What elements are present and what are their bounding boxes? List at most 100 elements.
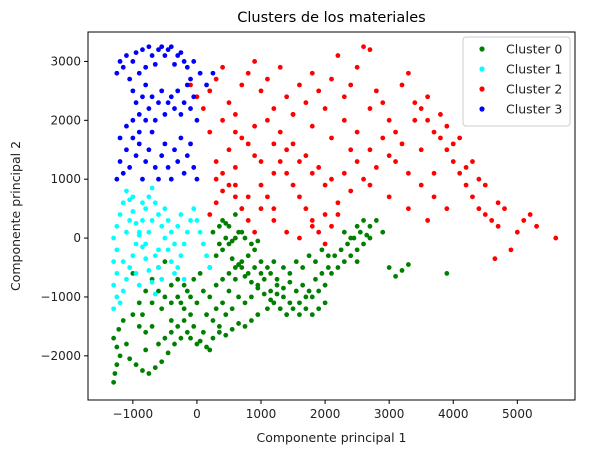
data-point-2-43 <box>463 182 469 188</box>
data-point-1-42 <box>191 206 197 212</box>
data-point-2-23 <box>335 53 341 58</box>
data-point-0-138 <box>357 229 363 235</box>
data-point-3-25 <box>197 70 203 76</box>
data-point-3-62 <box>156 176 161 182</box>
data-point-0-142 <box>226 271 232 276</box>
data-point-0-67 <box>274 291 280 297</box>
legend-marker-2 <box>479 86 485 92</box>
data-point-2-71 <box>297 235 302 241</box>
data-point-2-60 <box>438 112 443 117</box>
data-point-0-40 <box>200 288 206 294</box>
data-point-1-62 <box>156 265 161 270</box>
data-point-2-8 <box>239 82 245 88</box>
data-point-2-40 <box>444 147 450 153</box>
data-point-0-164 <box>181 318 187 323</box>
data-point-0-170 <box>130 312 136 318</box>
data-point-2-147 <box>354 129 360 135</box>
data-point-2-73 <box>271 218 277 223</box>
data-point-2-146 <box>495 200 501 206</box>
data-point-2-128 <box>232 165 238 170</box>
data-point-0-51 <box>213 253 219 259</box>
data-point-2-129 <box>213 176 219 182</box>
data-point-1-29 <box>149 185 155 191</box>
data-point-3-48 <box>194 117 200 123</box>
data-point-1-5 <box>114 247 120 253</box>
data-point-2-3 <box>207 88 213 94</box>
data-point-0-12 <box>146 371 152 376</box>
data-point-2-58 <box>463 165 469 170</box>
data-point-3-2 <box>120 64 126 70</box>
data-point-3-8 <box>140 47 145 53</box>
data-point-0-75 <box>300 265 306 270</box>
data-point-0-143 <box>232 265 238 270</box>
data-point-3-30 <box>136 112 142 117</box>
data-point-0-122 <box>255 282 261 288</box>
data-point-2-76 <box>232 182 238 188</box>
data-point-0-160 <box>156 341 161 347</box>
data-point-2-108 <box>329 176 334 182</box>
data-point-1-25 <box>136 229 142 235</box>
data-point-1-53 <box>127 218 133 223</box>
data-point-1-44 <box>197 229 203 235</box>
data-point-0-112 <box>191 276 197 282</box>
data-point-0-66 <box>268 297 274 303</box>
data-point-3-76 <box>124 123 129 129</box>
data-point-3-4 <box>127 76 133 82</box>
data-point-0-20 <box>197 338 203 344</box>
data-point-2-2 <box>200 106 206 111</box>
data-point-2-102 <box>252 123 258 129</box>
data-point-3-38 <box>162 112 168 117</box>
data-point-2-35 <box>412 100 418 106</box>
data-point-2-117 <box>444 206 450 212</box>
data-point-2-67 <box>348 188 354 194</box>
data-point-0-149 <box>271 259 277 265</box>
x-tick-label-4: 3000 <box>374 407 405 421</box>
data-point-3-3 <box>124 53 129 58</box>
data-point-0-15 <box>165 350 171 356</box>
data-point-2-140 <box>444 123 450 129</box>
data-point-0-47 <box>245 253 251 259</box>
data-point-1-7 <box>114 223 120 229</box>
data-point-0-150 <box>216 241 222 247</box>
data-point-0-157 <box>210 229 216 235</box>
data-point-0-19 <box>191 324 197 329</box>
data-point-0-163 <box>175 324 181 329</box>
data-point-0-69 <box>287 279 293 285</box>
y-tick-label-1: −1000 <box>40 290 81 304</box>
data-point-2-132 <box>232 129 238 135</box>
data-point-3-61 <box>152 165 158 170</box>
x-tick-label-1: 0 <box>193 407 201 421</box>
data-point-1-68 <box>175 223 181 229</box>
data-point-2-82 <box>226 182 232 188</box>
data-point-3-40 <box>168 94 174 100</box>
data-point-0-116 <box>216 324 222 329</box>
data-point-0-104 <box>444 271 450 276</box>
data-point-3-19 <box>175 53 181 58</box>
data-point-2-125 <box>290 112 296 117</box>
data-point-2-93 <box>297 194 302 200</box>
data-point-2-33 <box>399 82 405 88</box>
data-point-1-59 <box>146 229 152 235</box>
data-point-0-22 <box>210 335 216 341</box>
data-point-1-11 <box>127 197 133 203</box>
data-point-2-149 <box>367 106 373 111</box>
data-point-2-121 <box>367 182 373 188</box>
data-point-1-8 <box>117 212 123 217</box>
data-point-1-46 <box>204 253 209 259</box>
data-point-0-81 <box>303 306 309 312</box>
data-point-2-127 <box>252 153 258 159</box>
legend-label-1: Cluster 1 <box>506 62 562 77</box>
data-point-3-5 <box>130 59 136 64</box>
data-point-0-151 <box>223 235 229 241</box>
data-point-0-8 <box>124 341 129 347</box>
data-point-3-0 <box>114 70 120 76</box>
data-point-2-46 <box>482 212 488 217</box>
data-point-2-111 <box>367 147 373 153</box>
data-point-0-90 <box>341 229 347 235</box>
data-point-2-32 <box>393 129 398 135</box>
data-point-0-182 <box>322 300 328 306</box>
data-point-1-40 <box>184 229 190 235</box>
data-point-2-118 <box>425 218 431 223</box>
data-point-3-49 <box>114 176 120 182</box>
data-point-0-10 <box>133 362 139 368</box>
